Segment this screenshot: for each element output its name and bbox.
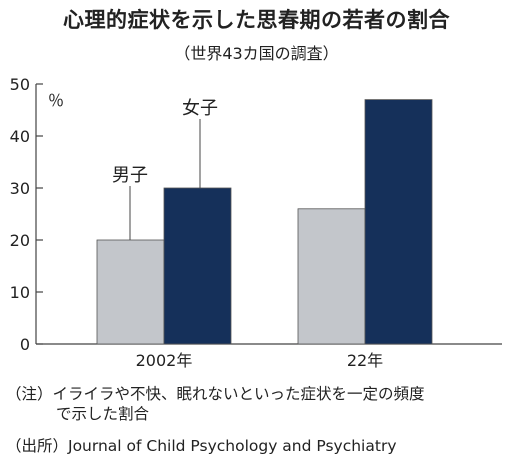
y-axis: 0 10 20 30 40 50 ％ bbox=[10, 75, 502, 354]
footnote-line-2: で示した割合 bbox=[56, 405, 150, 423]
bar-boys-1 bbox=[96, 239, 165, 345]
y-tick-label: 20 bbox=[10, 231, 30, 250]
chart-subtitle: （世界43カ国の調査） bbox=[174, 44, 339, 63]
y-tick-label: 10 bbox=[10, 283, 30, 302]
x-tick-label: 2002年 bbox=[136, 351, 193, 370]
y-tick-label: 40 bbox=[10, 127, 30, 146]
x-axis-labels: 2002年 22年 bbox=[136, 351, 384, 370]
chart-title: 心理的症状を示した思春期の若者の割合 bbox=[63, 8, 450, 32]
x-tick-label: 22年 bbox=[347, 351, 383, 370]
bar-boys-2 bbox=[297, 208, 366, 345]
y-unit-label: ％ bbox=[48, 91, 64, 110]
bar-girls-2 bbox=[364, 99, 433, 345]
legend-label-girls: 女子 bbox=[182, 98, 218, 119]
legend-callouts: 男子 女子 bbox=[112, 98, 218, 240]
y-tick-label: 0 bbox=[20, 335, 30, 354]
bar-girls-1 bbox=[163, 187, 232, 345]
footnote-line-1: （注）イライラや不快、眠れないといった症状を一定の頻度 bbox=[6, 385, 425, 403]
legend-label-boys: 男子 bbox=[112, 165, 148, 186]
source-note: （出所）Journal of Child Psychology and Psyc… bbox=[6, 437, 397, 455]
y-tick-label: 30 bbox=[10, 179, 30, 198]
bars bbox=[96, 99, 433, 345]
y-tick-label: 50 bbox=[10, 75, 30, 94]
